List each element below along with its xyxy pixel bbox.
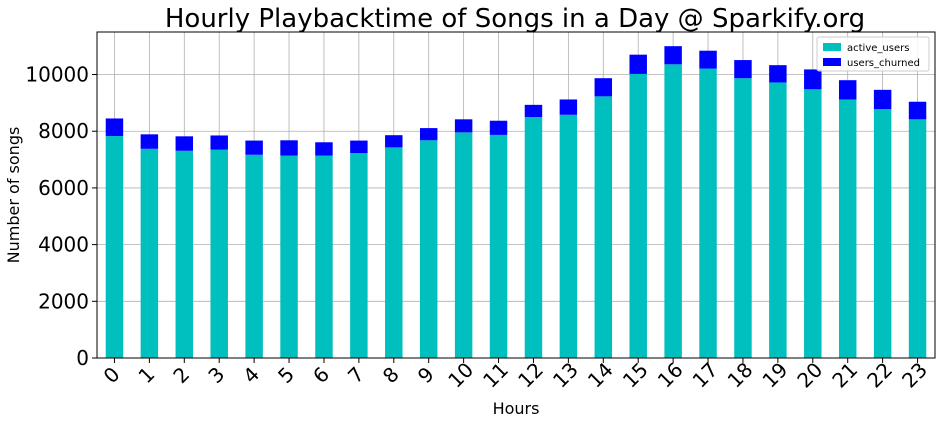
bar-users_churned-22: [873, 89, 892, 110]
bar-users_churned-10: [454, 119, 473, 133]
bar-active_users-16: [664, 64, 682, 358]
bar-active_users-2: [175, 150, 194, 358]
x-tick-label: 12: [513, 358, 548, 393]
bar-active_users-7: [350, 153, 368, 358]
bar-active_users-12: [524, 117, 543, 358]
bar-users_churned-19: [769, 65, 787, 83]
y-tick-label: 10000: [25, 63, 89, 87]
x-tick-label: 18: [723, 358, 758, 393]
bar-active_users-20: [804, 89, 822, 359]
x-tick-label: 10: [443, 358, 478, 393]
bar-users_churned-23: [908, 101, 927, 120]
legend-label-users_churned: users_churned: [847, 58, 920, 69]
x-tick-label: 14: [583, 358, 618, 393]
legend-swatch-users_churned: [823, 58, 841, 66]
y-tick-label: 6000: [38, 176, 89, 200]
y-tick-label: 4000: [38, 233, 89, 257]
x-tick-label: 7: [343, 362, 369, 388]
x-tick-label: 9: [413, 362, 439, 388]
bar-users_churned-1: [140, 134, 159, 149]
bar-active_users-9: [419, 140, 438, 358]
x-tick-label: 19: [757, 358, 792, 393]
x-tick-label: 15: [618, 358, 653, 393]
x-tick-label: 1: [133, 362, 159, 388]
x-tick-label: 5: [273, 362, 299, 388]
bar-users_churned-0: [105, 118, 124, 137]
x-tick-label: 22: [862, 358, 897, 393]
x-tick-label: 6: [308, 362, 334, 388]
legend-swatch-active_users: [823, 43, 841, 51]
x-axis-label: Hours: [493, 399, 540, 418]
bar-active_users-21: [838, 99, 857, 358]
bar-active_users-6: [315, 155, 333, 358]
bars-layer: [105, 46, 927, 359]
bar-users_churned-13: [559, 99, 578, 115]
bar-active_users-14: [594, 96, 613, 359]
bar-users_churned-17: [699, 50, 717, 69]
plot-frame: [96, 31, 936, 359]
x-tick-label: 4: [238, 362, 264, 388]
x-tick-label: 3: [203, 362, 229, 388]
x-tick-label: 8: [378, 362, 404, 388]
bar-active_users-22: [873, 109, 892, 359]
bar-active_users-8: [385, 147, 403, 358]
bar-users_churned-3: [210, 135, 228, 150]
legend-label-active_users: active_users: [847, 43, 909, 54]
y-tick-label: 0: [76, 346, 89, 370]
x-tick-label: 13: [548, 358, 583, 393]
bar-users_churned-20: [804, 69, 822, 90]
bar-active_users-13: [559, 114, 578, 358]
bar-users_churned-12: [524, 104, 543, 118]
x-tick-label: 0: [99, 362, 125, 388]
x-tick-label: 23: [897, 358, 932, 393]
legend-box: [816, 36, 930, 72]
bar-users_churned-14: [594, 78, 613, 97]
chart-title: Hourly Playbacktime of Songs in a Day @ …: [165, 4, 865, 34]
bar-active_users-5: [280, 155, 298, 358]
x-tick-label: 16: [653, 358, 688, 393]
y-axis-label: Number of songs: [4, 127, 23, 264]
bar-active_users-15: [629, 73, 647, 359]
bar-users_churned-6: [315, 142, 333, 156]
x-tick-label: 20: [792, 358, 827, 393]
y-tick-label: 2000: [38, 289, 89, 313]
x-tick-label: 17: [688, 358, 723, 393]
bar-users_churned-9: [419, 128, 438, 141]
bar-users_churned-7: [350, 140, 368, 154]
bar-users_churned-21: [838, 80, 857, 100]
bar-users_churned-11: [489, 120, 508, 135]
bar-active_users-3: [210, 149, 228, 358]
bar-active_users-0: [105, 136, 124, 358]
bar-active_users-4: [245, 154, 263, 358]
x-tick-label: 21: [827, 358, 862, 393]
bar-active_users-10: [454, 132, 473, 358]
bar-active_users-11: [489, 134, 508, 358]
x-tick-label: 2: [168, 362, 194, 388]
bar-active_users-23: [908, 119, 927, 358]
bar-active_users-18: [734, 78, 752, 358]
bar-active_users-19: [769, 82, 787, 358]
bar-users_churned-15: [629, 54, 647, 74]
y-tick-label: 8000: [38, 119, 89, 143]
bar-users_churned-2: [175, 136, 194, 151]
bar-users_churned-8: [385, 135, 403, 148]
bar-active_users-17: [699, 68, 717, 358]
x-tick-label: 11: [478, 358, 513, 393]
legend: active_users users_churned: [816, 36, 930, 72]
bar-users_churned-4: [245, 140, 263, 155]
bar-active_users-1: [140, 148, 159, 358]
bar-users_churned-16: [664, 46, 682, 65]
bar-users_churned-18: [734, 60, 752, 79]
bar-users_churned-5: [280, 140, 298, 156]
